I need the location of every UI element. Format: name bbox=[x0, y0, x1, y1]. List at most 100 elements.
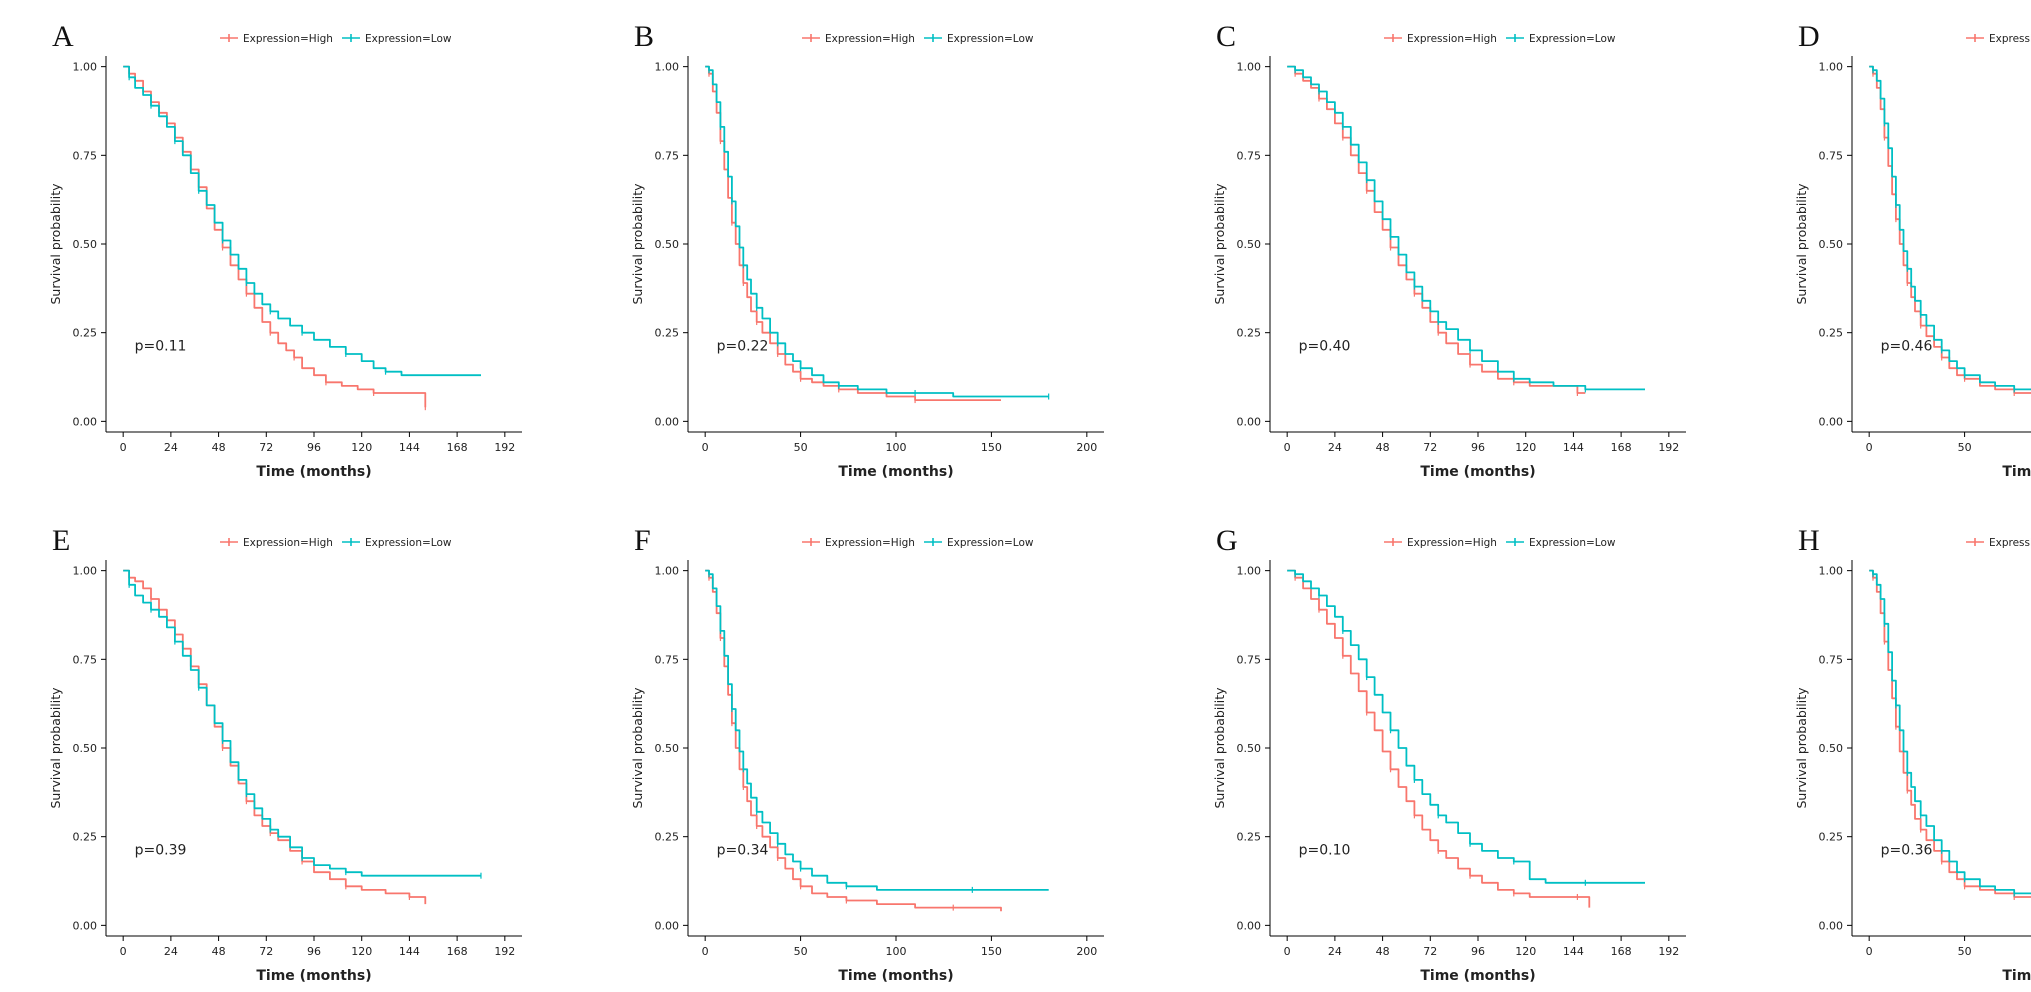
legend-label: Expression=High bbox=[243, 33, 333, 45]
y-tick-label: 0.75 bbox=[73, 149, 98, 162]
y-axis-title: Survival probability bbox=[630, 687, 645, 809]
x-tick-label: 100 bbox=[886, 441, 907, 454]
x-tick-label: 0 bbox=[702, 441, 709, 454]
y-tick-label: 0.25 bbox=[73, 831, 98, 844]
panel-label: C bbox=[1216, 20, 1236, 54]
y-tick-label: 0.25 bbox=[655, 327, 680, 340]
x-axis-title: Time (months) bbox=[1420, 968, 1535, 984]
curve-high bbox=[123, 67, 425, 408]
x-tick-label: 200 bbox=[1076, 441, 1097, 454]
p-value-label: p=0.11 bbox=[135, 338, 187, 354]
survival-chart: 0501001502000.000.250.500.751.00Survival… bbox=[1790, 26, 2031, 486]
x-tick-label: 50 bbox=[794, 945, 808, 958]
legend: Expression=High Expression=Low bbox=[220, 537, 452, 549]
y-tick-label: 0.00 bbox=[1237, 919, 1262, 932]
x-tick-label: 24 bbox=[1328, 945, 1342, 958]
panel-label: G bbox=[1216, 524, 1238, 558]
y-tick-label: 1.00 bbox=[1237, 565, 1262, 578]
survival-chart: 0501001502000.000.250.500.751.00Survival… bbox=[1790, 530, 2031, 990]
x-tick-label: 120 bbox=[351, 945, 372, 958]
y-tick-label: 0.25 bbox=[655, 831, 680, 844]
x-tick-label: 168 bbox=[447, 441, 468, 454]
panel-label: F bbox=[634, 524, 651, 558]
km-panel-d: D 0501001502000.000.250.500.751.00Surviv… bbox=[1786, 16, 2031, 488]
curve-high bbox=[705, 571, 1001, 912]
x-tick-label: 150 bbox=[981, 441, 1002, 454]
panel-label: A bbox=[52, 20, 74, 54]
x-tick-label: 48 bbox=[1376, 441, 1390, 454]
x-tick-label: 144 bbox=[1563, 441, 1584, 454]
x-tick-label: 96 bbox=[307, 441, 321, 454]
curve-low bbox=[123, 571, 481, 876]
x-tick-label: 0 bbox=[120, 441, 127, 454]
x-tick-label: 48 bbox=[1376, 945, 1390, 958]
y-tick-label: 0.75 bbox=[1819, 653, 1844, 666]
y-tick-label: 0.25 bbox=[73, 327, 98, 340]
y-tick-label: 0.75 bbox=[655, 653, 680, 666]
legend-label: Expression=Low bbox=[365, 537, 452, 549]
x-tick-label: 72 bbox=[1423, 945, 1437, 958]
legend-label: Expression=Low bbox=[947, 33, 1034, 45]
y-tick-label: 1.00 bbox=[73, 61, 98, 74]
x-tick-label: 192 bbox=[494, 945, 515, 958]
y-tick-label: 0.25 bbox=[1237, 831, 1262, 844]
x-tick-label: 48 bbox=[212, 441, 226, 454]
y-tick-label: 0.50 bbox=[1237, 238, 1262, 251]
x-tick-label: 50 bbox=[1958, 441, 1972, 454]
x-tick-label: 72 bbox=[1423, 441, 1437, 454]
x-tick-label: 24 bbox=[164, 441, 178, 454]
y-tick-label: 1.00 bbox=[1819, 565, 1844, 578]
legend-label: Expression=High bbox=[1407, 537, 1497, 549]
legend-label: Expression=Low bbox=[947, 537, 1034, 549]
y-tick-label: 1.00 bbox=[1819, 61, 1844, 74]
y-axis-title: Survival probability bbox=[1212, 687, 1227, 809]
y-tick-label: 0.25 bbox=[1819, 327, 1844, 340]
legend-label: Expression=High bbox=[1989, 537, 2031, 549]
y-tick-label: 1.00 bbox=[1237, 61, 1262, 74]
y-tick-label: 0.50 bbox=[655, 238, 680, 251]
y-tick-label: 0.00 bbox=[1237, 415, 1262, 428]
x-tick-label: 0 bbox=[1284, 945, 1291, 958]
y-tick-label: 0.50 bbox=[73, 742, 98, 755]
y-tick-label: 0.75 bbox=[1237, 149, 1262, 162]
x-tick-label: 24 bbox=[164, 945, 178, 958]
y-tick-label: 1.00 bbox=[655, 565, 680, 578]
p-value-label: p=0.22 bbox=[717, 338, 769, 354]
x-tick-label: 24 bbox=[1328, 441, 1342, 454]
km-panel-h: H 0501001502000.000.250.500.751.00Surviv… bbox=[1786, 520, 2031, 992]
y-tick-label: 0.25 bbox=[1819, 831, 1844, 844]
legend-label: Expression=High bbox=[1989, 33, 2031, 45]
x-tick-label: 100 bbox=[886, 945, 907, 958]
legend-label: Expression=High bbox=[243, 537, 333, 549]
p-value-label: p=0.36 bbox=[1881, 842, 1933, 858]
p-value-label: p=0.40 bbox=[1299, 338, 1351, 354]
x-axis-title: Time (months) bbox=[1420, 464, 1535, 480]
legend-label: Expression=High bbox=[825, 537, 915, 549]
y-tick-label: 0.75 bbox=[1819, 149, 1844, 162]
legend: Expression=High Expression=Low bbox=[802, 537, 1034, 549]
x-axis-title: Time (months) bbox=[256, 968, 371, 984]
x-tick-label: 96 bbox=[1471, 441, 1485, 454]
x-tick-label: 168 bbox=[1611, 945, 1632, 958]
y-tick-label: 0.00 bbox=[73, 919, 98, 932]
x-tick-label: 120 bbox=[1515, 441, 1536, 454]
y-tick-label: 0.50 bbox=[1819, 742, 1844, 755]
x-axis-title: Time (months) bbox=[838, 968, 953, 984]
x-tick-label: 0 bbox=[1866, 441, 1873, 454]
